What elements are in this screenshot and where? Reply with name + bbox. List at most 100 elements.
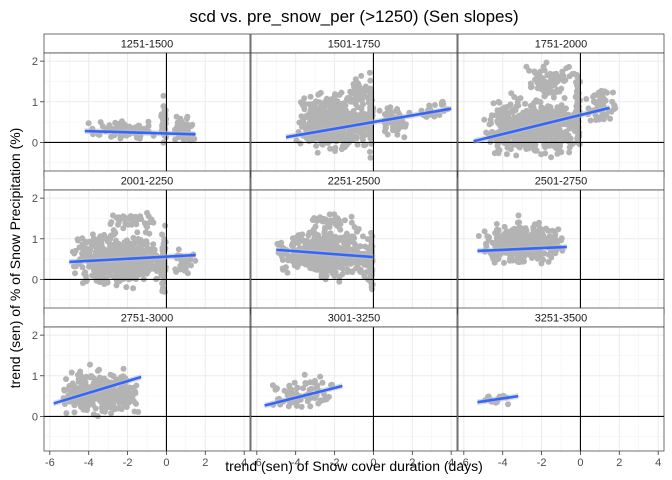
data-point [596,97,603,104]
data-point [548,254,555,261]
data-point [121,275,127,282]
data-point [294,385,300,392]
data-point [192,257,199,264]
data-point [540,232,547,239]
data-point [103,235,110,242]
data-point [128,396,135,403]
data-point [529,234,536,241]
y-tick-label: 2 [32,193,38,205]
data-point [124,384,131,391]
data-point [337,134,344,141]
data-point [301,371,308,378]
data-point [336,264,343,271]
data-point [491,150,498,157]
data-point [510,117,517,124]
data-point [332,269,339,276]
data-point [128,390,135,397]
data-point [551,143,558,150]
data-point [574,74,581,81]
data-point [438,101,445,108]
data-point [485,236,492,243]
data-point [524,250,531,257]
facet-label: 3001-3250 [328,313,381,325]
data-point [81,251,88,258]
data-point [299,231,306,238]
data-point [286,256,293,263]
data-point [490,240,497,247]
data-point [543,225,550,232]
data-point [533,147,540,154]
data-point [341,99,348,106]
data-point [508,108,515,115]
data-point [345,133,351,139]
x-tick-label: 0 [370,457,376,469]
facet-label: 2251-2500 [328,176,381,188]
x-tick-label: -2 [330,457,340,469]
data-point [298,236,305,243]
data-point [376,107,383,114]
data-point [143,238,150,245]
panel-border [250,326,458,452]
data-point [133,382,140,389]
data-point [71,409,78,416]
facet-panel: 3001-3250 [250,307,458,452]
y-tick-label: 1 [32,371,38,383]
data-point [494,228,501,235]
data-point [311,235,318,242]
data-point [501,259,507,266]
facet-panel: 2001-2250 [43,170,251,315]
data-point [357,266,364,273]
data-point [341,144,348,151]
data-point [311,257,317,264]
data-point [339,260,346,267]
data-point [360,233,366,240]
data-point [128,265,135,272]
data-point [159,231,165,238]
data-point [160,272,167,279]
data-point [308,105,314,112]
data-point [291,379,298,386]
x-tick-label: -4 [291,457,301,469]
data-point [549,227,556,234]
data-point [498,138,504,145]
data-point [497,123,504,130]
data-point [367,77,374,84]
data-point [540,256,547,263]
data-point [367,86,374,92]
scatter-points [475,212,566,267]
data-point [346,234,353,241]
data-point [538,151,545,158]
data-point [519,236,526,242]
data-point [138,267,145,274]
data-point [118,248,125,255]
data-point [102,401,108,408]
data-point [517,230,524,237]
data-point [188,262,194,269]
data-point [143,223,150,230]
y-tick-label: 0 [32,274,38,286]
data-point [369,281,376,288]
sen-slope-line [285,107,452,139]
data-point [610,89,616,96]
data-point [540,63,547,70]
data-point [308,385,315,392]
data-point [306,138,313,145]
sen-slope-line [473,106,610,143]
data-point [349,268,356,275]
data-point [521,258,527,265]
data-point [546,233,553,240]
data-point [505,140,512,147]
data-point [148,246,155,253]
data-point [113,214,120,221]
x-tick-label: 2 [409,457,415,469]
data-point [286,382,293,389]
data-point [552,88,559,95]
data-point [98,275,105,282]
data-point [293,402,300,409]
data-point [358,97,365,104]
data-point [188,123,194,130]
data-point [118,388,125,394]
data-point [515,120,522,126]
data-point [522,225,529,232]
